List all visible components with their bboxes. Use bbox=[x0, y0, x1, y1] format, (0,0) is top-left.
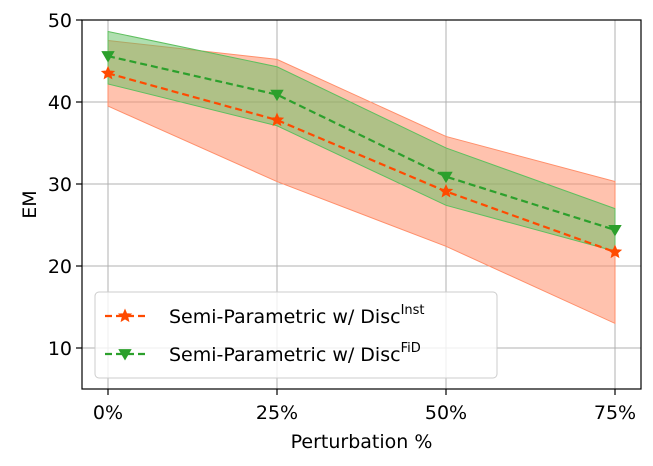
legend: Semi-Parametric w/ DiscInst Semi-Parametr… bbox=[94, 291, 498, 379]
legend-box bbox=[94, 291, 498, 379]
y-axis-label: EM bbox=[19, 190, 41, 218]
x-tick-label: 25% bbox=[256, 402, 298, 424]
y-tick-label: 20 bbox=[48, 256, 72, 278]
point-fid bbox=[439, 171, 453, 184]
y-tick-label: 50 bbox=[48, 10, 72, 32]
x-axis-label: Perturbation % bbox=[291, 431, 433, 453]
confidence-bands bbox=[107, 30, 616, 325]
band-fid bbox=[107, 30, 616, 252]
plot-area bbox=[81, 19, 642, 390]
series-markers bbox=[100, 51, 623, 259]
point-inst bbox=[269, 112, 285, 127]
series-lines bbox=[107, 55, 616, 254]
y-tick-label: 40 bbox=[48, 92, 72, 114]
point-inst bbox=[100, 65, 116, 80]
line-fid bbox=[107, 55, 616, 231]
x-tick-label: 50% bbox=[425, 402, 467, 424]
x-tick-label: 75% bbox=[594, 402, 636, 424]
line-inst bbox=[107, 72, 616, 254]
point-inst bbox=[607, 244, 623, 259]
legend-entry-fid: Semi-Parametric w/ DiscFiD bbox=[105, 341, 421, 366]
x-tick-labels: 0% 25% 50% 75% bbox=[93, 389, 636, 424]
y-tick-labels: 10 20 30 40 50 bbox=[48, 10, 82, 360]
legend-label-fid: Semi-Parametric w/ DiscFiD bbox=[169, 341, 421, 366]
plot-frame bbox=[81, 19, 642, 390]
y-tick-label: 30 bbox=[48, 174, 72, 196]
x-tick-label: 0% bbox=[93, 402, 123, 424]
legend-label-inst: Semi-Parametric w/ DiscInst bbox=[169, 303, 425, 328]
point-fid bbox=[608, 225, 622, 237]
y-tick-label: 10 bbox=[48, 338, 72, 360]
legend-marker-inst bbox=[117, 308, 133, 323]
point-fid bbox=[101, 51, 115, 63]
legend-marker-fid bbox=[118, 349, 132, 361]
point-inst bbox=[438, 183, 454, 198]
legend-entry-inst: Semi-Parametric w/ DiscInst bbox=[105, 303, 425, 328]
point-fid bbox=[270, 89, 284, 102]
